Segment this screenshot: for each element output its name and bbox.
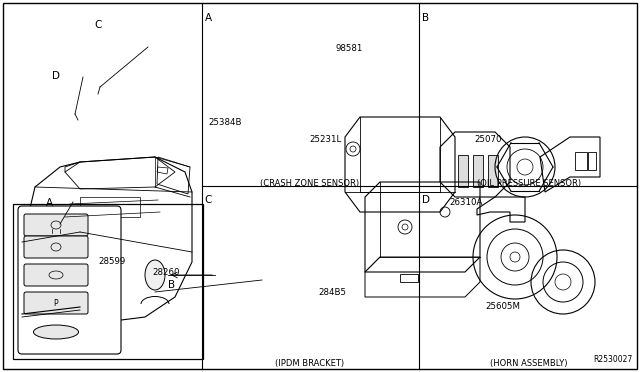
Text: 28599: 28599 xyxy=(99,257,125,266)
Text: 25605M: 25605M xyxy=(485,302,520,311)
Text: (OIL PRESSURE SENSOR): (OIL PRESSURE SENSOR) xyxy=(477,179,580,187)
Text: D: D xyxy=(422,195,431,205)
FancyBboxPatch shape xyxy=(24,236,88,258)
Text: 25070: 25070 xyxy=(474,135,501,144)
Text: P: P xyxy=(54,298,58,308)
Bar xyxy=(13,204,203,359)
Bar xyxy=(400,274,418,282)
FancyBboxPatch shape xyxy=(24,264,88,286)
Text: (CRASH ZONE SENSOR): (CRASH ZONE SENSOR) xyxy=(260,179,359,187)
Text: 98581: 98581 xyxy=(335,44,362,53)
Text: 25231L: 25231L xyxy=(309,135,341,144)
Bar xyxy=(575,152,587,170)
Text: (IPDM BRACKET): (IPDM BRACKET) xyxy=(275,359,344,368)
Text: C: C xyxy=(95,20,102,31)
Ellipse shape xyxy=(145,260,165,290)
FancyBboxPatch shape xyxy=(24,292,88,314)
Text: B: B xyxy=(422,13,429,23)
Text: 25384B: 25384B xyxy=(209,118,242,127)
Bar xyxy=(588,152,596,170)
Ellipse shape xyxy=(33,325,79,339)
Bar xyxy=(27,240,47,252)
Text: A: A xyxy=(46,198,53,208)
Bar xyxy=(35,295,65,307)
Bar xyxy=(50,240,68,250)
FancyBboxPatch shape xyxy=(24,214,88,236)
Text: D: D xyxy=(52,71,61,81)
Bar xyxy=(488,155,498,187)
Text: B: B xyxy=(168,280,175,290)
Text: A: A xyxy=(205,13,212,23)
FancyBboxPatch shape xyxy=(18,206,121,354)
Text: 284B5: 284B5 xyxy=(319,288,347,296)
Bar xyxy=(458,155,468,187)
Bar xyxy=(80,197,140,217)
Text: R2530027: R2530027 xyxy=(593,355,632,364)
Bar xyxy=(473,155,483,187)
Text: C: C xyxy=(205,195,212,205)
Bar xyxy=(27,257,75,292)
Text: 26310A: 26310A xyxy=(449,198,483,207)
Text: (HORN ASSEMBLY): (HORN ASSEMBLY) xyxy=(490,359,568,368)
Text: 28260: 28260 xyxy=(153,268,180,277)
